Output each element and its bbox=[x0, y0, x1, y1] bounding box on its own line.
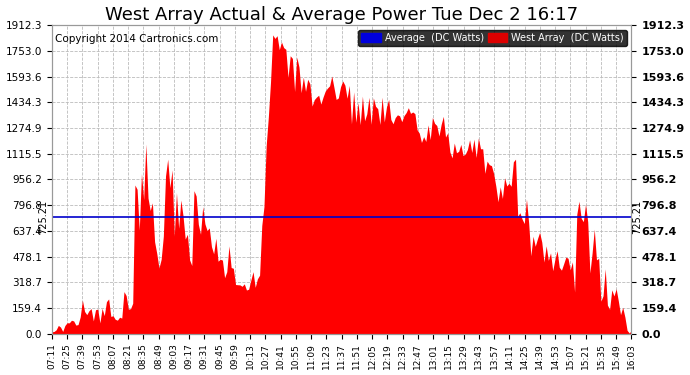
Text: 725.21: 725.21 bbox=[39, 200, 48, 234]
Text: 725.21: 725.21 bbox=[633, 200, 642, 234]
Title: West Array Actual & Average Power Tue Dec 2 16:17: West Array Actual & Average Power Tue De… bbox=[105, 6, 578, 24]
Legend: Average  (DC Watts), West Array  (DC Watts): Average (DC Watts), West Array (DC Watts… bbox=[359, 30, 627, 46]
Text: Copyright 2014 Cartronics.com: Copyright 2014 Cartronics.com bbox=[55, 34, 218, 44]
